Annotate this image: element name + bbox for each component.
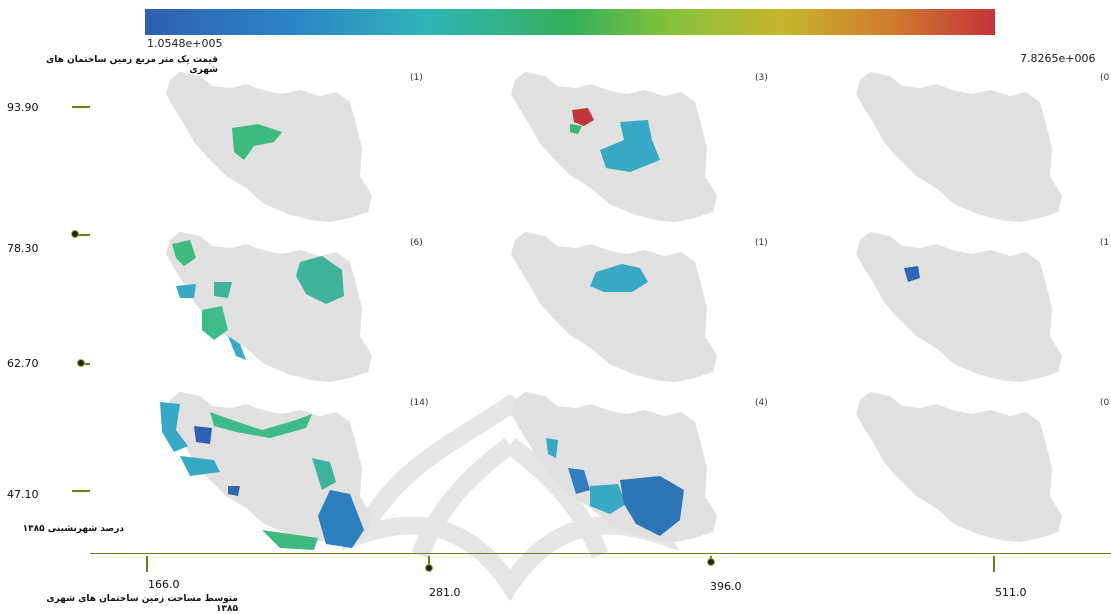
x-slider-handle[interactable] bbox=[707, 558, 715, 566]
map-cell-r2-c0 bbox=[160, 392, 372, 550]
x-axis-title: متوسط مساحت زمین ساختمان های شهری ۱۳۸۵ bbox=[28, 594, 238, 614]
cell-count-label: (1) bbox=[755, 238, 768, 248]
y-axis-title: درصد شهرنشینی ۱۳۸۵ bbox=[14, 524, 124, 534]
x-slider-handle[interactable] bbox=[425, 564, 433, 572]
y-tick-label: 62.70 bbox=[7, 357, 39, 370]
y-tick-label: 93.90 bbox=[7, 101, 39, 114]
map-cell-r2-c1 bbox=[511, 392, 717, 542]
x-tick-label: 281.0 bbox=[429, 586, 461, 599]
y-slider-handle[interactable] bbox=[71, 230, 79, 238]
x-tick-label: 396.0 bbox=[710, 580, 742, 593]
cell-count-label: (0 bbox=[1100, 73, 1109, 83]
province-region bbox=[194, 426, 212, 444]
map-cell-r1-c1 bbox=[511, 232, 717, 382]
cell-count-label: (4) bbox=[755, 398, 768, 408]
y-tick-label: 47.10 bbox=[7, 488, 39, 501]
x-tick-mark bbox=[993, 556, 995, 572]
x-tick-label: 511.0 bbox=[995, 586, 1027, 599]
cell-count-label: (6) bbox=[410, 238, 423, 248]
map-cell-r2-c2 bbox=[856, 392, 1062, 542]
y-tick-label: 78.30 bbox=[7, 242, 39, 255]
cell-count-label: (1 bbox=[1100, 238, 1109, 248]
map-cell-r0-c2 bbox=[856, 72, 1062, 222]
cell-count-label: (14) bbox=[410, 398, 428, 408]
map-cell-r1-c2 bbox=[856, 232, 1062, 382]
map-cell-r0-c0 bbox=[166, 72, 372, 222]
y-slider-handle[interactable] bbox=[77, 359, 85, 367]
province-region bbox=[176, 284, 196, 298]
x-tick-mark bbox=[146, 556, 148, 572]
x-axis-line bbox=[90, 553, 1111, 554]
cell-count-label: (0 bbox=[1100, 398, 1109, 408]
cell-count-label: (1) bbox=[410, 73, 423, 83]
y-tick-mark bbox=[72, 106, 90, 108]
cell-count-label: (3) bbox=[755, 73, 768, 83]
map-cell-r1-c0 bbox=[166, 232, 372, 382]
y-tick-mark bbox=[72, 490, 90, 492]
x-tick-label: 166.0 bbox=[148, 578, 180, 591]
map-cell-r0-c1 bbox=[511, 72, 717, 222]
